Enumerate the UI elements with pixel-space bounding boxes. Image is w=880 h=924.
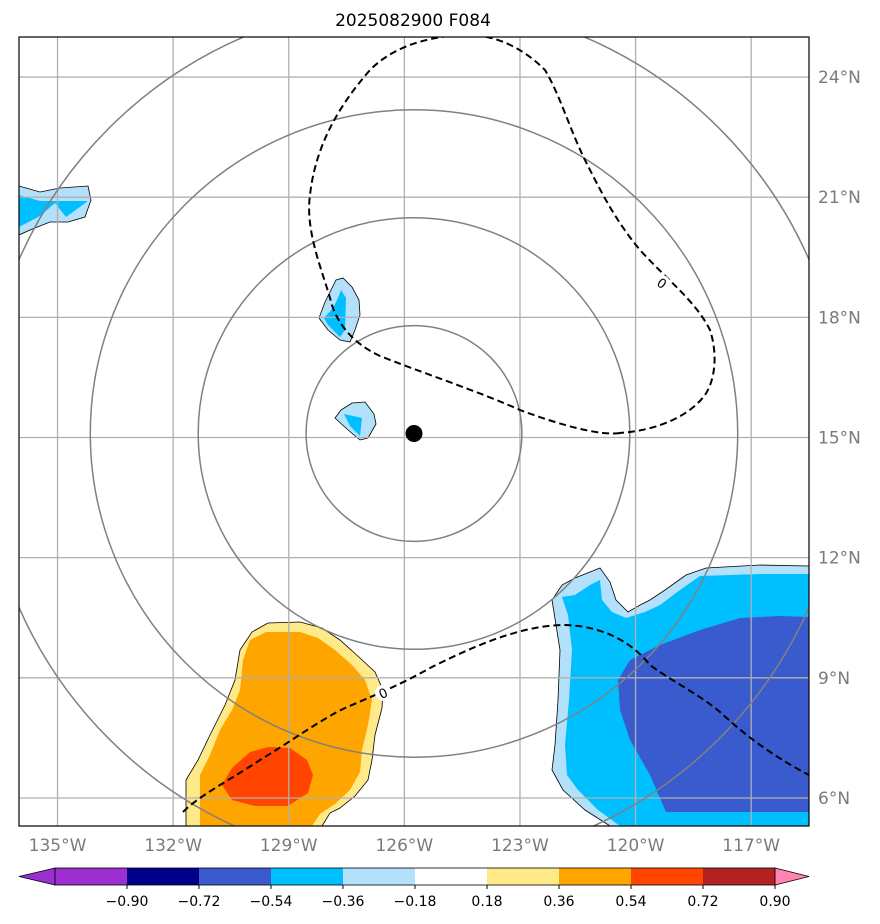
range-rings xyxy=(19,37,809,826)
range-ring-1 xyxy=(197,216,631,651)
lon-tick-label: 129°W xyxy=(260,836,318,856)
colorbar-tick-label: −0.54 xyxy=(250,894,293,910)
colorbar-tick-label: 0.72 xyxy=(687,894,718,910)
field-cyan-center xyxy=(344,414,362,436)
lon-tick-label: 132°W xyxy=(144,836,202,856)
colorbar-swatch xyxy=(487,868,560,885)
map-frame xyxy=(18,36,810,827)
shaded-fields xyxy=(19,185,809,826)
colorbar-swatch xyxy=(199,868,272,885)
lon-tick-label: 120°W xyxy=(607,836,665,856)
storm-center-marker xyxy=(405,425,423,443)
dashed-contour-south xyxy=(182,623,809,813)
contour-label-bg-north xyxy=(654,275,670,291)
colorbar-swatch xyxy=(559,868,632,885)
colorbar-tick-label: −0.18 xyxy=(394,894,437,910)
colorbar-over-arrow xyxy=(774,867,810,886)
lon-tick-label: 117°W xyxy=(722,836,780,856)
lat-tick-label: 24°N xyxy=(818,68,861,88)
colorbar-tick-label: 0.36 xyxy=(543,894,574,910)
range-ring-0 xyxy=(305,324,523,543)
gridlines xyxy=(19,37,809,826)
colorbar: −0.90 −0.72 −0.54 −0.36 −0.18 0.18 0.36 0.54 0.7… xyxy=(18,867,810,910)
colorbar-swatch xyxy=(415,868,488,885)
colorbar-swatch xyxy=(127,868,200,885)
figure-title: 2025082900 F084 xyxy=(335,11,491,31)
colorbar-swatch xyxy=(271,868,344,885)
lat-tick-label: 15°N xyxy=(818,429,861,449)
map-content: 0 0 xyxy=(19,37,809,826)
field-cyan-north xyxy=(324,290,346,337)
range-ring-2 xyxy=(89,109,739,758)
colorbar-tick-label: −0.36 xyxy=(322,894,365,910)
field-red-orange-south xyxy=(222,747,313,806)
lat-tick-label: 18°N xyxy=(818,308,861,328)
colorbar-swatch xyxy=(55,868,128,885)
lat-tick-label: 21°N xyxy=(818,188,861,208)
contour-label-bg-south xyxy=(375,685,391,701)
colorbar-swatch xyxy=(343,868,416,885)
lon-tick-label: 135°W xyxy=(29,836,87,856)
dashed-contour-north xyxy=(308,37,716,435)
zero-contours: 0 0 xyxy=(182,37,809,813)
longitude-tick-labels: 135°W 132°W 129°W 126°W 123°W 120°W 117°W xyxy=(29,836,781,856)
lat-tick-label: 9°N xyxy=(818,669,850,689)
lon-tick-label: 123°W xyxy=(491,836,549,856)
colorbar-tick-label: 0.54 xyxy=(615,894,646,910)
lon-tick-label: 126°W xyxy=(375,836,433,856)
lat-tick-label: 6°N xyxy=(818,789,850,809)
colorbar-swatch xyxy=(703,868,776,885)
colorbar-tick-label: 0.90 xyxy=(759,894,790,910)
field-cyan-west xyxy=(19,195,88,227)
latitude-tick-labels: 6°N 9°N 12°N 15°N 18°N 21°N 24°N xyxy=(818,68,861,809)
colorbar-under-arrow xyxy=(18,867,56,886)
colorbar-tick-label: 0.18 xyxy=(471,894,502,910)
colorbar-tick-label: −0.90 xyxy=(106,894,149,910)
colorbar-swatch xyxy=(631,868,704,885)
field-royal-blue-east xyxy=(618,616,809,812)
lat-tick-label: 12°N xyxy=(818,549,861,569)
colorbar-tick-label: −0.72 xyxy=(178,894,221,910)
